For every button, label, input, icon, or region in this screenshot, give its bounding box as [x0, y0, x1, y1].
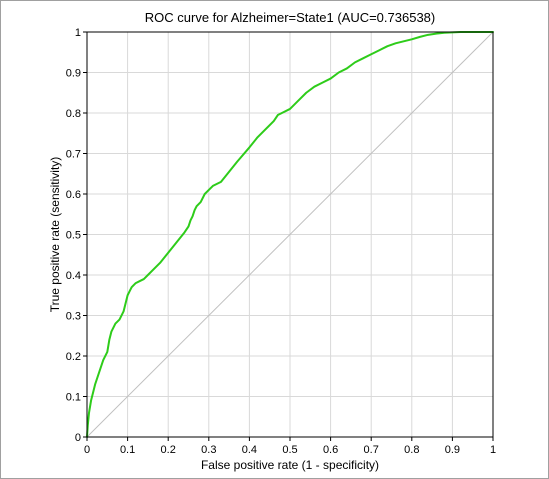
- y-tick-label: 0.4: [66, 270, 81, 282]
- x-tick-label: 0.4: [242, 444, 257, 456]
- x-axis-title: False positive rate (1 - specificity): [201, 458, 379, 472]
- y-tick-label: 0.9: [66, 68, 81, 80]
- y-tick-label: 0: [75, 432, 81, 444]
- y-tick-label: 0.7: [66, 149, 81, 161]
- x-tick-label: 0.1: [120, 444, 135, 456]
- diagonal-line: [86, 31, 494, 438]
- x-tick-label: 0.9: [445, 444, 460, 456]
- reference-diagonal: [86, 31, 494, 438]
- x-tick-label: 0.7: [364, 444, 379, 456]
- x-tick-label: 1: [490, 444, 496, 456]
- y-tick-label: 0.2: [66, 351, 81, 363]
- axis-ticks: 0 0.1 0.2 0.3 0.4 0.5 0.6 0.7 0.8 0.9 1 0 0.1 0.2 0.3 0…: [66, 27, 496, 456]
- y-tick-label: 0.3: [66, 311, 81, 323]
- y-tick-label: 0.1: [66, 392, 81, 404]
- y-tick-label: 0.8: [66, 108, 81, 120]
- y-tick-label: 0.5: [66, 230, 81, 242]
- y-axis-title: True positive rate (sensitivity): [48, 157, 62, 313]
- roc-series: [86, 31, 494, 438]
- roc-curve-line: [86, 31, 494, 438]
- x-tick-label: 0.2: [161, 444, 176, 456]
- x-tick-label: 0.5: [282, 444, 297, 456]
- chart-title: ROC curve for Alzheimer=State1 (AUC=0.73…: [145, 10, 435, 25]
- y-tick-label: 1: [75, 27, 81, 39]
- x-tick-label: 0: [84, 444, 90, 456]
- x-tick-label: 0.6: [323, 444, 338, 456]
- y-tick-label: 0.6: [66, 189, 81, 201]
- x-tick-label: 0.8: [404, 444, 419, 456]
- x-tick-label: 0.3: [201, 444, 216, 456]
